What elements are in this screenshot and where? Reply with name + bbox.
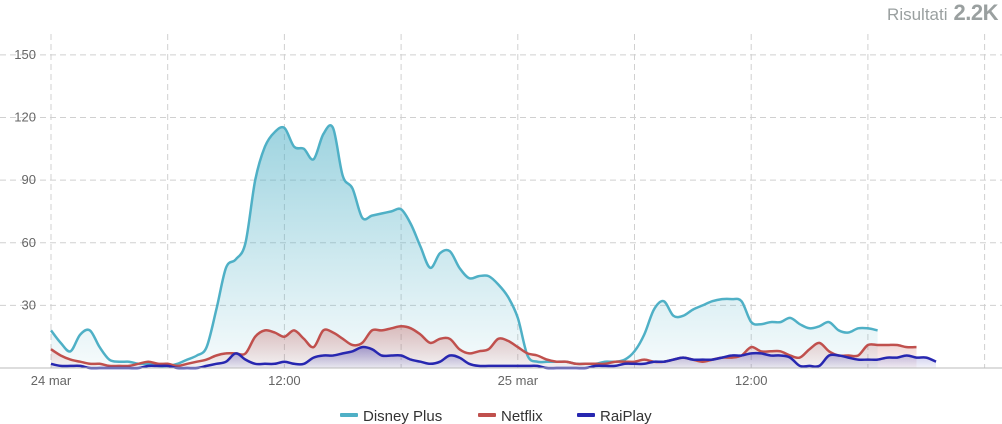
x-tick-label: 12:00 [268, 373, 301, 388]
results-label: Risultati [887, 5, 948, 24]
legend-swatch [577, 413, 595, 417]
series-line [50, 123, 878, 368]
series-area [51, 125, 878, 368]
legend-swatch [478, 413, 496, 417]
y-tick-label: 120 [14, 110, 36, 125]
x-tick-label: 24 mar [31, 373, 72, 388]
chart-axes: 30 60 90 120 150 24 mar 12:00 25 mar 12:00 [0, 47, 1002, 388]
series-area [51, 326, 917, 368]
legend-item[interactable]: Netflix [478, 408, 543, 424]
series-area [51, 347, 936, 369]
chart-areas [51, 125, 936, 369]
x-tick-label: 12:00 [735, 373, 768, 388]
y-tick-label: 60 [22, 235, 36, 250]
legend-item[interactable]: RaiPlay [577, 408, 652, 424]
y-tick-label: 150 [14, 47, 36, 62]
legend-label: Disney Plus [363, 408, 442, 424]
results-value: 2.2K [953, 0, 999, 25]
results-counter: Risultati 2.2K [887, 0, 998, 28]
legend-label: Netflix [501, 408, 543, 424]
legend-item[interactable]: Disney Plus [340, 408, 442, 424]
y-tick-label: 30 [22, 297, 36, 312]
chart-grid [0, 34, 1002, 368]
chart-legend[interactable]: Disney Plus Netflix RaiPlay [340, 408, 652, 424]
legend-swatch [340, 413, 358, 417]
x-tick-label: 25 mar [498, 373, 539, 388]
series-line [50, 325, 917, 368]
y-tick-label: 90 [22, 172, 36, 187]
legend-label: RaiPlay [600, 408, 652, 424]
